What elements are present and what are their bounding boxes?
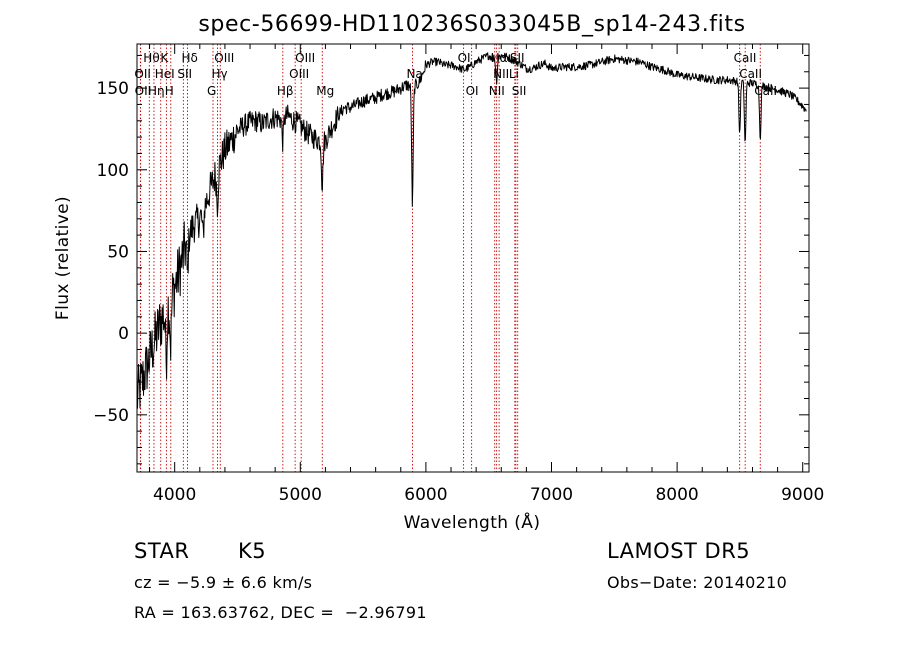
y-axis: −50 0 50 100 150	[93, 54, 809, 465]
y-tick-label: 100	[97, 161, 129, 181]
x-tick-label: 5000	[279, 485, 322, 505]
observation-date: Obs−Date: 20140210	[607, 573, 788, 592]
y-tick-label: −50	[93, 406, 129, 426]
line-marker-label: SII	[177, 67, 192, 81]
line-marker-label: Hγ	[212, 67, 228, 81]
line-marker-label: OIII	[214, 51, 234, 65]
redshift-velocity: cz = −5.9 ± 6.6 km/s	[134, 573, 313, 592]
chart-title: spec-56699-HD110236S033045B_sp14-243.fit…	[198, 12, 745, 37]
x-tick-label: 6000	[404, 485, 447, 505]
spectral-subclass: K5	[238, 539, 267, 563]
y-tick-label: 150	[97, 79, 129, 99]
line-marker-label: SII	[512, 84, 527, 98]
spectrum-layer	[136, 52, 807, 409]
x-tick-label: 9000	[781, 485, 824, 505]
line-marker-label: Na	[406, 67, 422, 81]
line-marker-label: OIII	[295, 51, 315, 65]
line-marker-label: Hα	[491, 51, 508, 65]
line-marker-layer	[139, 44, 761, 472]
x-tick-label: 8000	[655, 485, 698, 505]
line-marker-label: CaII	[734, 51, 757, 65]
line-marker-label: G	[207, 84, 216, 98]
line-marker-label: CaII	[739, 67, 762, 81]
line-marker-label: CaII	[754, 84, 777, 98]
line-marker-label: HeI	[155, 67, 175, 81]
line-marker-label: Hθ	[143, 51, 159, 65]
line-marker-label: NII	[493, 67, 509, 81]
sky-coordinates: RA = 163.63762, DEC = −2.96791	[134, 603, 427, 622]
line-marker-label: K	[160, 51, 169, 65]
line-marker-label: Mg	[316, 84, 334, 98]
line-marker-label: H	[165, 84, 174, 98]
line-marker-label: Hη	[148, 84, 165, 98]
object-class: STAR	[134, 539, 190, 563]
y-axis-label: Flux (relative)	[53, 196, 73, 320]
x-tick-label: 4000	[153, 485, 196, 505]
x-axis-label: Wavelength (Å)	[404, 511, 541, 533]
line-marker-label: OI	[466, 84, 479, 98]
line-marker-label: Hβ	[277, 84, 294, 98]
line-marker-label: Hδ	[181, 51, 197, 65]
line-marker-label: Li	[509, 67, 519, 81]
y-tick-label: 50	[107, 242, 129, 262]
y-tick-label: 0	[118, 324, 129, 344]
line-marker-label: OI	[458, 51, 471, 65]
line-marker-label: OII	[134, 67, 151, 81]
line-marker-label: NII	[489, 84, 505, 98]
x-axis: 4000 5000 6000 7000 8000 9000	[149, 44, 824, 505]
spectrum-line	[136, 52, 807, 409]
line-marker-label: OII	[135, 84, 152, 98]
line-marker-label: SII	[510, 51, 525, 65]
plot-frame	[136, 43, 810, 473]
line-marker-label: OIII	[289, 67, 309, 81]
survey-name: LAMOST DR5	[607, 539, 751, 563]
x-tick-label: 7000	[530, 485, 573, 505]
